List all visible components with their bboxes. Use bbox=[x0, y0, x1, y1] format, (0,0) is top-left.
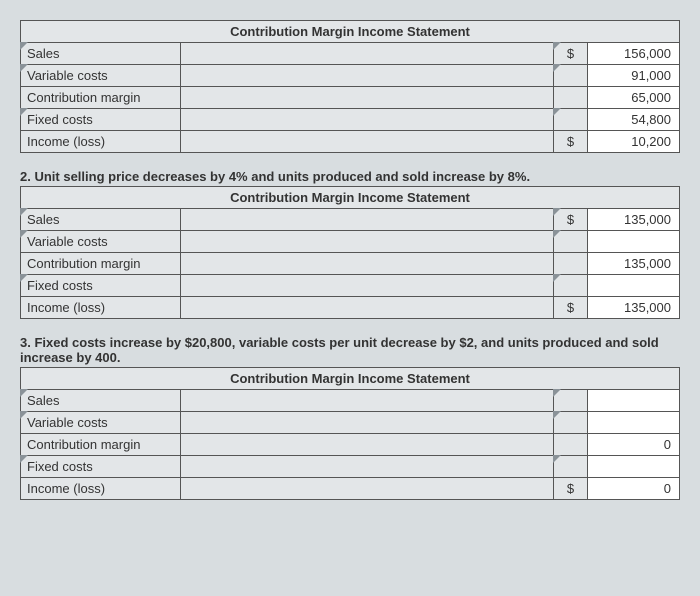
row-label-income-loss: Income (loss) bbox=[21, 297, 181, 319]
value-cell[interactable] bbox=[588, 456, 680, 478]
blank-cell bbox=[181, 109, 554, 131]
table-row: Variable costs bbox=[21, 412, 680, 434]
row-label-contribution-margin: Contribution margin bbox=[21, 87, 181, 109]
statement-title: Contribution Margin Income Statement bbox=[21, 368, 680, 390]
table-row: Variable costs 91,000 bbox=[21, 65, 680, 87]
value-cell[interactable]: 65,000 bbox=[588, 87, 680, 109]
table-row: Income (loss) $ 0 bbox=[21, 478, 680, 500]
blank-cell bbox=[181, 253, 554, 275]
row-label-contribution-margin: Contribution margin bbox=[21, 434, 181, 456]
row-label-fixed-costs: Fixed costs bbox=[21, 109, 181, 131]
currency-symbol[interactable]: $ bbox=[554, 43, 588, 65]
blank-cell bbox=[181, 65, 554, 87]
title-row: Contribution Margin Income Statement bbox=[21, 21, 680, 43]
table-row: Income (loss) $ 135,000 bbox=[21, 297, 680, 319]
title-row: Contribution Margin Income Statement bbox=[21, 187, 680, 209]
value-cell[interactable] bbox=[588, 390, 680, 412]
table-row: Sales $ 135,000 bbox=[21, 209, 680, 231]
currency-symbol[interactable]: $ bbox=[554, 209, 588, 231]
table-row: Fixed costs bbox=[21, 275, 680, 297]
currency-symbol: $ bbox=[554, 131, 588, 153]
table-row: Fixed costs 54,800 bbox=[21, 109, 680, 131]
table-row: Variable costs bbox=[21, 231, 680, 253]
currency-symbol bbox=[554, 434, 588, 456]
value-cell[interactable]: 10,200 bbox=[588, 131, 680, 153]
cm-statement-3: Contribution Margin Income Statement Sal… bbox=[20, 367, 680, 500]
row-label-sales: Sales bbox=[21, 209, 181, 231]
blank-cell bbox=[181, 131, 554, 153]
value-cell[interactable] bbox=[588, 412, 680, 434]
statement-title: Contribution Margin Income Statement bbox=[21, 187, 680, 209]
row-label-variable-costs: Variable costs bbox=[21, 231, 181, 253]
blank-cell bbox=[181, 297, 554, 319]
value-cell[interactable]: 156,000 bbox=[588, 43, 680, 65]
blank-cell bbox=[181, 456, 554, 478]
blank-cell bbox=[181, 87, 554, 109]
cm-statement-1: Contribution Margin Income Statement Sal… bbox=[20, 20, 680, 153]
table-row: Income (loss) $ 10,200 bbox=[21, 131, 680, 153]
currency-symbol[interactable] bbox=[554, 275, 588, 297]
currency-symbol[interactable] bbox=[554, 231, 588, 253]
value-cell[interactable]: 0 bbox=[588, 478, 680, 500]
statement-title: Contribution Margin Income Statement bbox=[21, 21, 680, 43]
row-label-fixed-costs: Fixed costs bbox=[21, 275, 181, 297]
row-label-fixed-costs: Fixed costs bbox=[21, 456, 181, 478]
row-label-variable-costs: Variable costs bbox=[21, 65, 181, 87]
value-cell[interactable]: 135,000 bbox=[588, 209, 680, 231]
title-row: Contribution Margin Income Statement bbox=[21, 368, 680, 390]
currency-symbol[interactable] bbox=[554, 456, 588, 478]
row-label-income-loss: Income (loss) bbox=[21, 478, 181, 500]
cm-statement-2: Contribution Margin Income Statement Sal… bbox=[20, 186, 680, 319]
table-row: Contribution margin 135,000 bbox=[21, 253, 680, 275]
page-wrap: Contribution Margin Income Statement Sal… bbox=[20, 20, 680, 500]
blank-cell bbox=[181, 434, 554, 456]
value-cell[interactable]: 135,000 bbox=[588, 297, 680, 319]
blank-cell bbox=[181, 231, 554, 253]
value-cell[interactable]: 0 bbox=[588, 434, 680, 456]
currency-symbol[interactable] bbox=[554, 390, 588, 412]
blank-cell bbox=[181, 390, 554, 412]
blank-cell bbox=[181, 412, 554, 434]
blank-cell bbox=[181, 275, 554, 297]
value-cell[interactable]: 135,000 bbox=[588, 253, 680, 275]
table-row: Sales bbox=[21, 390, 680, 412]
currency-symbol[interactable] bbox=[554, 109, 588, 131]
table-row: Sales $ 156,000 bbox=[21, 43, 680, 65]
table-row: Contribution margin 0 bbox=[21, 434, 680, 456]
row-label-variable-costs: Variable costs bbox=[21, 412, 181, 434]
currency-symbol[interactable] bbox=[554, 65, 588, 87]
value-cell[interactable] bbox=[588, 275, 680, 297]
row-label-sales: Sales bbox=[21, 43, 181, 65]
value-cell[interactable]: 91,000 bbox=[588, 65, 680, 87]
blank-cell bbox=[181, 43, 554, 65]
currency-symbol bbox=[554, 87, 588, 109]
blank-cell bbox=[181, 209, 554, 231]
value-cell[interactable] bbox=[588, 231, 680, 253]
currency-symbol: $ bbox=[554, 478, 588, 500]
blank-cell bbox=[181, 478, 554, 500]
currency-symbol[interactable] bbox=[554, 412, 588, 434]
table-row: Contribution margin 65,000 bbox=[21, 87, 680, 109]
table-row: Fixed costs bbox=[21, 456, 680, 478]
value-cell[interactable]: 54,800 bbox=[588, 109, 680, 131]
scenario-2-text: 2. Unit selling price decreases by 4% an… bbox=[20, 163, 680, 186]
row-label-income-loss: Income (loss) bbox=[21, 131, 181, 153]
row-label-contribution-margin: Contribution margin bbox=[21, 253, 181, 275]
currency-symbol bbox=[554, 253, 588, 275]
scenario-3-text: 3. Fixed costs increase by $20,800, vari… bbox=[20, 329, 680, 367]
row-label-sales: Sales bbox=[21, 390, 181, 412]
currency-symbol: $ bbox=[554, 297, 588, 319]
